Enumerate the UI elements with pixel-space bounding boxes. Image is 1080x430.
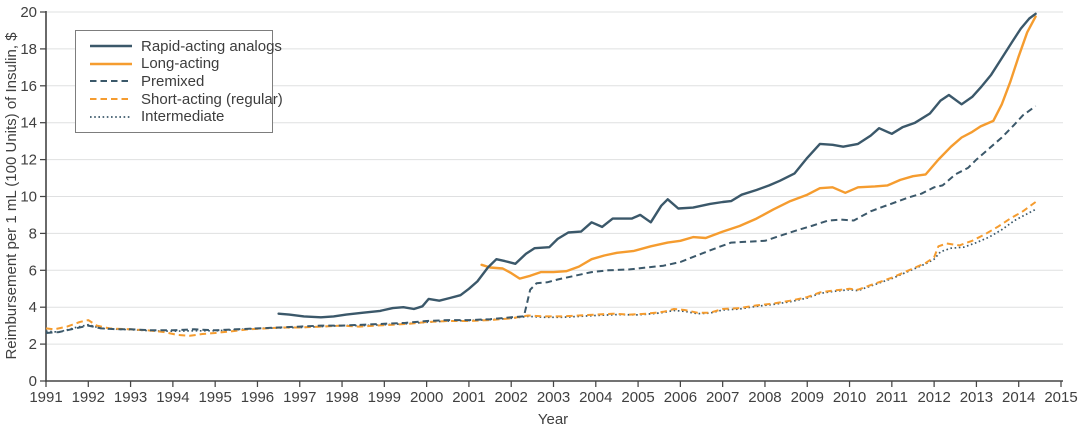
x-tick-label-2003: 2003	[537, 389, 570, 406]
legend-label: Short-acting (regular)	[141, 90, 283, 108]
x-tick-label-1993: 1993	[114, 389, 147, 406]
legend-line-sample	[90, 78, 132, 84]
y-tick-label-10: 10	[20, 189, 37, 206]
x-tick-label-1992: 1992	[72, 389, 105, 406]
legend-line-sample	[90, 43, 132, 49]
x-tick-label-2000: 2000	[410, 389, 443, 406]
y-tick-label-0: 0	[29, 373, 37, 390]
y-tick-label-16: 16	[20, 78, 37, 95]
legend-label: Intermediate	[141, 108, 225, 126]
y-tick-label-2: 2	[29, 336, 37, 353]
x-tick-label-2010: 2010	[833, 389, 866, 406]
data-series	[45, 12, 1037, 337]
y-tick-label-14: 14	[20, 115, 37, 132]
y-tick-label-4: 4	[29, 299, 37, 316]
legend-item-premixed: Premixed	[90, 74, 266, 89]
axes	[40, 11, 1063, 387]
x-tick-label-1997: 1997	[283, 389, 316, 406]
x-tick-label-2002: 2002	[495, 389, 528, 406]
x-tick-label-2007: 2007	[706, 389, 739, 406]
legend-item-short-acting-regular: Short-acting (regular)	[90, 92, 283, 107]
x-tick-label-2011: 2011	[876, 389, 908, 406]
x-tick-label-2013: 2013	[960, 389, 993, 406]
series-line-rapid-acting-analogs	[277, 12, 1037, 319]
x-tick-label-2012: 2012	[917, 389, 950, 406]
y-tick-label-6: 6	[29, 262, 37, 279]
x-tick-label-2005: 2005	[621, 389, 654, 406]
x-tick-label-2008: 2008	[748, 389, 781, 406]
legend-label: Premixed	[141, 72, 205, 90]
x-tick-label-1998: 1998	[325, 389, 358, 406]
legend-item-long-acting: Long-acting	[90, 56, 266, 71]
legend-item-rapid-acting-analogs: Rapid-acting analogs	[90, 39, 282, 54]
legend-label: Long-acting	[141, 55, 220, 73]
tick-labels: 1991 1992 1993 1994 1995 1996 1997 1998 1999 2000…	[20, 4, 1077, 406]
x-tick-label-1994: 1994	[156, 389, 189, 406]
legend-item-intermediate: Intermediate	[90, 109, 266, 124]
x-axis-title: Year	[538, 411, 568, 428]
x-tick-label-2015: 2015	[1044, 389, 1077, 406]
y-axis-title: Reimbursement per 1 mL (100 Units) of In…	[3, 32, 20, 360]
y-tick-label-20: 20	[20, 4, 37, 21]
legend: Rapid-acting analogs Long-acting Premixed S…	[75, 30, 283, 133]
x-tick-label-2001: 2001	[452, 389, 485, 406]
series-line-premixed	[45, 105, 1037, 334]
legend-label: Rapid-acting analogs	[141, 37, 282, 55]
y-tick-label-8: 8	[29, 225, 37, 242]
x-tick-label-2006: 2006	[664, 389, 697, 406]
x-tick-label-1995: 1995	[198, 389, 231, 406]
series-line-long-acting	[480, 15, 1037, 280]
y-tick-label-12: 12	[20, 152, 37, 169]
legend-line-sample	[90, 96, 132, 102]
x-tick-label-2009: 2009	[791, 389, 824, 406]
legend-line-sample	[90, 61, 132, 67]
x-tick-label-1991: 1991	[29, 389, 62, 406]
x-tick-label-2004: 2004	[579, 389, 612, 406]
legend-line-sample	[90, 114, 132, 120]
series-line-short-acting-regular	[45, 201, 1037, 337]
x-tick-label-2014: 2014	[1002, 389, 1035, 406]
y-tick-label-18: 18	[20, 41, 37, 58]
x-tick-label-1999: 1999	[368, 389, 401, 406]
x-tick-label-1996: 1996	[241, 389, 274, 406]
